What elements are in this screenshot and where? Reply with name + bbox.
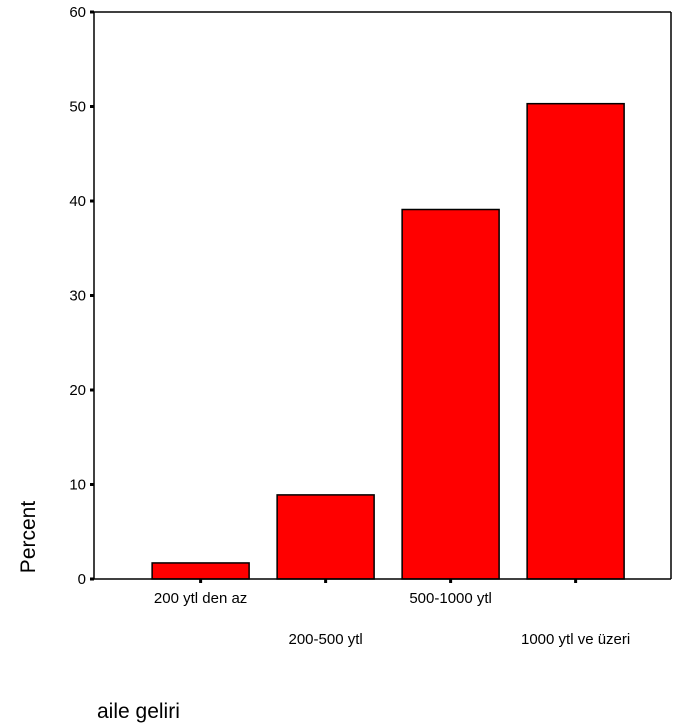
- y-tick-mark-40: [90, 199, 94, 203]
- y-axis-ticks: 0 10 20 30 40 50 60: [69, 4, 94, 588]
- x-tick-mark-2: [324, 579, 328, 583]
- y-tick-label-20: 20: [69, 382, 86, 399]
- y-tick-label-30: 30: [69, 288, 86, 305]
- bar-3: [401, 208, 500, 580]
- y-tick-mark-20: [90, 388, 94, 392]
- bar-4: [526, 102, 625, 580]
- bar-2: [276, 494, 375, 580]
- y-tick-mark-60: [90, 10, 94, 14]
- y-tick-label-40: 40: [69, 193, 86, 210]
- y-tick-label-60: 60: [69, 4, 86, 21]
- y-tick-label-0: 0: [78, 571, 86, 588]
- x-tick-label-3: 500-1000 ytl: [409, 590, 492, 607]
- x-axis-title: aile geliri: [97, 700, 180, 723]
- x-axis-ticks: 200 ytl den az 200-500 ytl 500-1000 ytl 100…: [154, 579, 630, 648]
- y-axis-title: Percent: [17, 501, 40, 574]
- y-tick-label-50: 50: [69, 99, 86, 116]
- x-tick-mark-4: [574, 579, 578, 583]
- y-tick-mark-10: [90, 483, 94, 486]
- y-tick-mark-30: [90, 294, 94, 297]
- y-tick-mark-0: [90, 577, 94, 581]
- y-tick-label-10: 10: [69, 477, 86, 494]
- x-tick-label-1: 200 ytl den az: [154, 590, 247, 607]
- x-tick-mark-3: [449, 579, 453, 583]
- x-tick-label-4: 1000 ytl ve üzeri: [521, 631, 630, 648]
- x-tick-label-2: 200-500 ytl: [289, 631, 363, 648]
- bars-group: [151, 102, 625, 580]
- y-tick-mark-50: [90, 105, 94, 108]
- bar-1: [151, 562, 250, 580]
- x-tick-mark-1: [199, 579, 203, 583]
